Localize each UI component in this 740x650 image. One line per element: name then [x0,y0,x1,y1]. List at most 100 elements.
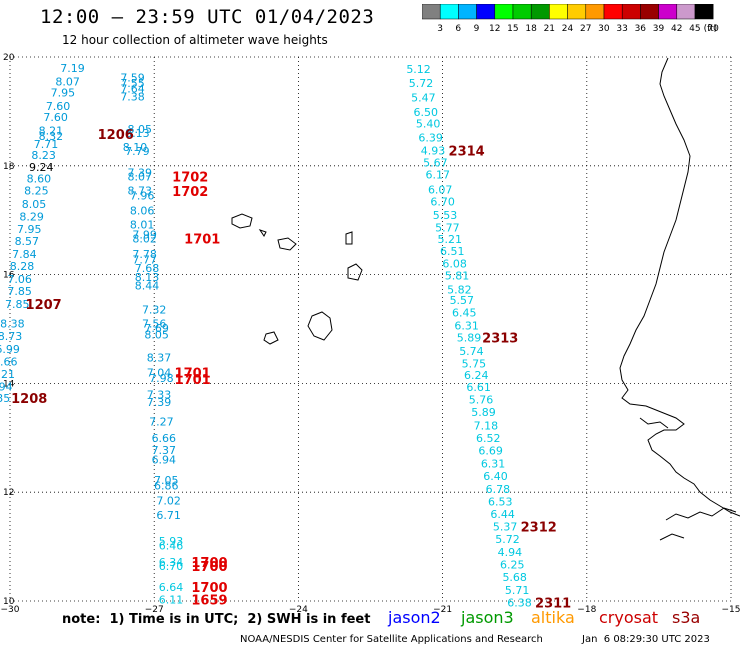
pass-time-label: 2312 [521,520,557,535]
pass-time-label: 1702 [172,171,208,186]
y-tick-label: 18 [3,162,15,172]
wave-height-value: 5.93 [159,535,184,548]
wave-height-value: 8.32 [39,130,64,143]
units-note: note: 1) Time is in UTC; 2) SWH is in fe… [62,612,371,627]
colorbar-label: 30 [598,24,610,34]
wave-height-value: 7.60 [43,111,68,124]
wave-height-value: 7.39 [147,396,172,409]
coast-detail-1 [639,417,669,429]
wave-height-value: 6.78 [486,483,511,496]
wave-height-value: 8.23 [31,149,56,162]
wave-height-value: 6.51 [440,245,465,258]
wave-height-value: 8.25 [24,184,49,197]
satellite-s3a: s3a [672,608,701,627]
wave-height-value: 6.31 [481,457,506,470]
wave-height-value: 5.67 [423,157,448,170]
pass-time-label: 2314 [449,145,485,160]
wave-height-value: 7.71 [34,138,59,151]
pass-time-label: 1659 [191,593,227,608]
colorbar-label: 15 [507,24,518,34]
wave-height-value: 8.21 [39,124,64,137]
wave-height-value: 7.85 [5,298,30,311]
wave-height-value: 6.25 [500,559,525,572]
africa-coast [619,57,740,517]
wave-height-value: 6.31 [454,320,479,333]
wave-height-value: 5.82 [447,283,472,296]
wave-height-value: 5.47 [411,91,436,104]
wave-height-value: 8.37 [147,351,172,364]
wave-height-value: 7.77 [132,253,157,266]
axis-labels: −30 −27 −24 −21 −18 −15 20 18 16 14 12 10 [1,53,740,615]
pass-time-label: 2311 [535,597,571,612]
x-tick-label: −15 [722,605,740,615]
x-tick-label: −18 [577,605,596,615]
wave-height-value: 7.95 [51,86,76,99]
pass-time-label: 2313 [482,332,518,347]
color-scale-legend: 3 6 9 12 15 18 21 24 27 30 33 36 39 42 45 70(ft) [422,4,719,34]
island-mid [258,229,267,237]
wave-height-value: 6.11 [159,593,184,606]
colorbar-label: 42 [671,24,682,34]
wave-height-value: 6.53 [488,495,513,508]
wave-height-value: 7.39 [128,166,153,179]
island-east [345,231,353,245]
wave-height-value: 8.73 [0,330,22,343]
wave-height-value: 7.02 [156,494,181,507]
wave-height-value: 5.53 [433,209,458,222]
wave-height-value: 7.56 [142,318,167,331]
credit-line: NOAA/NESDIS Center for Satellite Applica… [240,634,543,645]
wave-height-value: 8.05 [144,328,169,341]
pass-time-label: 1700 [191,556,227,571]
wave-height-value: 8.73 [128,184,153,197]
wave-height-value: 5.40 [416,117,441,130]
x-tick-label: −30 [1,605,20,615]
wave-height-values: 7.198.077.957.607.608.218.327.718.239.24… [0,62,532,610]
wave-height-value: 6.70 [159,560,184,573]
wave-height-value: 7.96 [130,190,155,203]
wave-height-value: 5.94 [0,381,13,394]
wave-height-value: 8.57 [15,235,40,248]
wave-height-value: 8.28 [10,260,35,273]
wave-height-value: 7.06 [7,273,32,286]
colorbar-label: 9 [474,24,480,34]
wave-height-value: 6.24 [464,369,489,382]
wave-height-value: 8.38 [0,318,25,331]
y-tick-label: 20 [3,53,15,63]
colorbar-label: 24 [562,24,574,34]
wave-height-value: 6.70 [430,196,455,209]
wave-height-value: 6.86 [154,480,179,493]
wave-height-value: 7.19 [60,62,85,75]
colorbar-label: 70 [707,24,719,34]
wave-height-value: 7.78 [132,248,157,261]
pass-time-label: 1206 [98,128,134,143]
grid-lines [9,56,732,602]
wave-height-value: 5.72 [495,533,520,546]
island-north [277,237,297,251]
wave-height-value: 5.77 [435,221,460,234]
colorbar-label: 12 [489,24,500,34]
wave-height-value: 7.95 [17,223,42,236]
wave-height-value: 7.04 [147,367,172,380]
colorbar-label: 21 [544,24,555,34]
wave-height-value: 5.12 [406,63,431,76]
pass-time-label: 1702 [172,185,208,200]
wave-height-value: 8.44 [135,279,160,292]
wave-height-value: 7.32 [142,303,167,316]
wave-height-value: 7.21 [0,368,15,381]
wave-height-value: 7.38 [120,91,145,104]
wave-height-value: 6.64 [159,581,184,594]
wave-height-value: 5.75 [462,357,487,370]
wave-height-value: 7.27 [149,415,174,428]
colorbar-label: 39 [653,24,665,34]
pass-time-label: 1701 [184,233,220,248]
coast-detail-3 [659,533,685,541]
wave-height-value: 6.50 [414,106,439,119]
pass-time-label: 1208 [11,392,47,407]
wave-height-value: 7.18 [474,419,499,432]
wave-height-value: 5.81 [445,270,470,283]
colorbar-swatch [694,4,714,20]
wave-height-value: 8.01 [130,219,155,232]
y-tick-label: 10 [3,597,15,607]
wave-height-value: 7.05 [154,474,179,487]
wave-height-value: 6.40 [483,470,508,483]
